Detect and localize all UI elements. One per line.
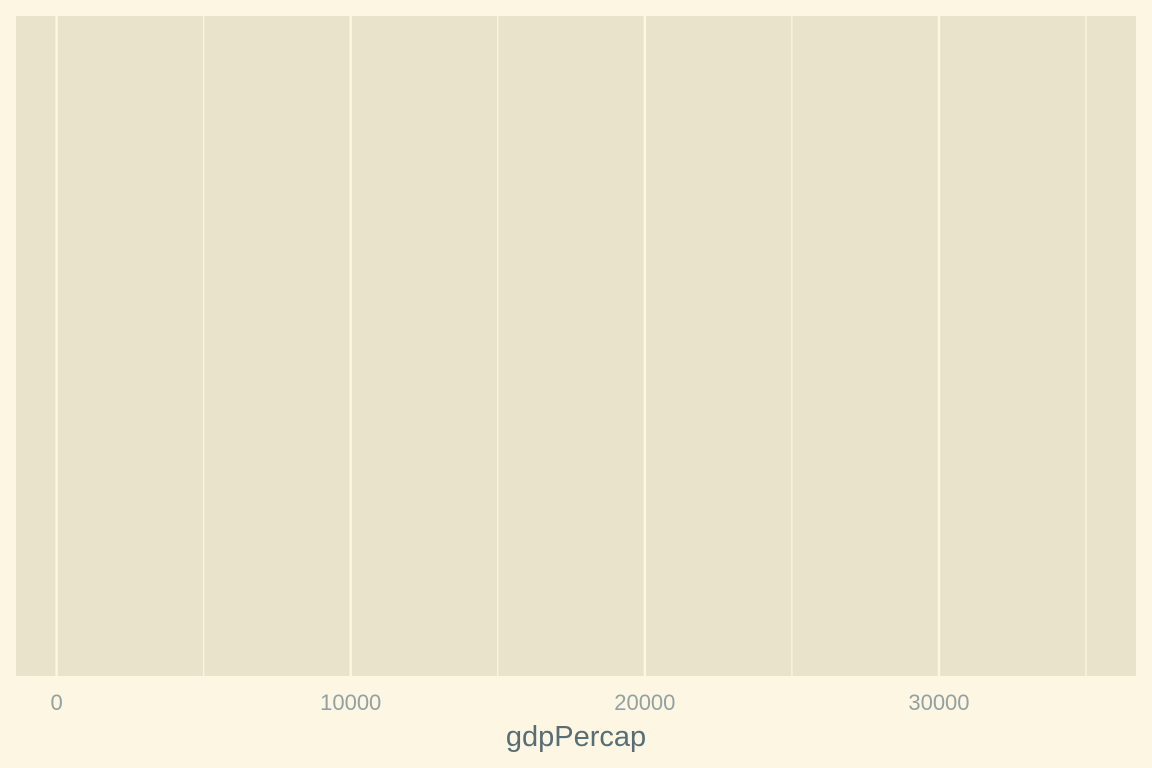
minor-gridlines bbox=[203, 16, 1087, 676]
plot-panel bbox=[16, 16, 1136, 676]
x-tick-label-30000: 30000 bbox=[908, 690, 969, 715]
x-tick-label-10000: 10000 bbox=[320, 690, 381, 715]
x-tick-label-20000: 20000 bbox=[614, 690, 675, 715]
major-gridlines bbox=[55, 16, 941, 676]
x-axis-title: gdpPercap bbox=[506, 721, 646, 753]
x-tick-labels: 0 10000 20000 30000 bbox=[50, 690, 969, 715]
x-tick-label-0: 0 bbox=[50, 690, 62, 715]
